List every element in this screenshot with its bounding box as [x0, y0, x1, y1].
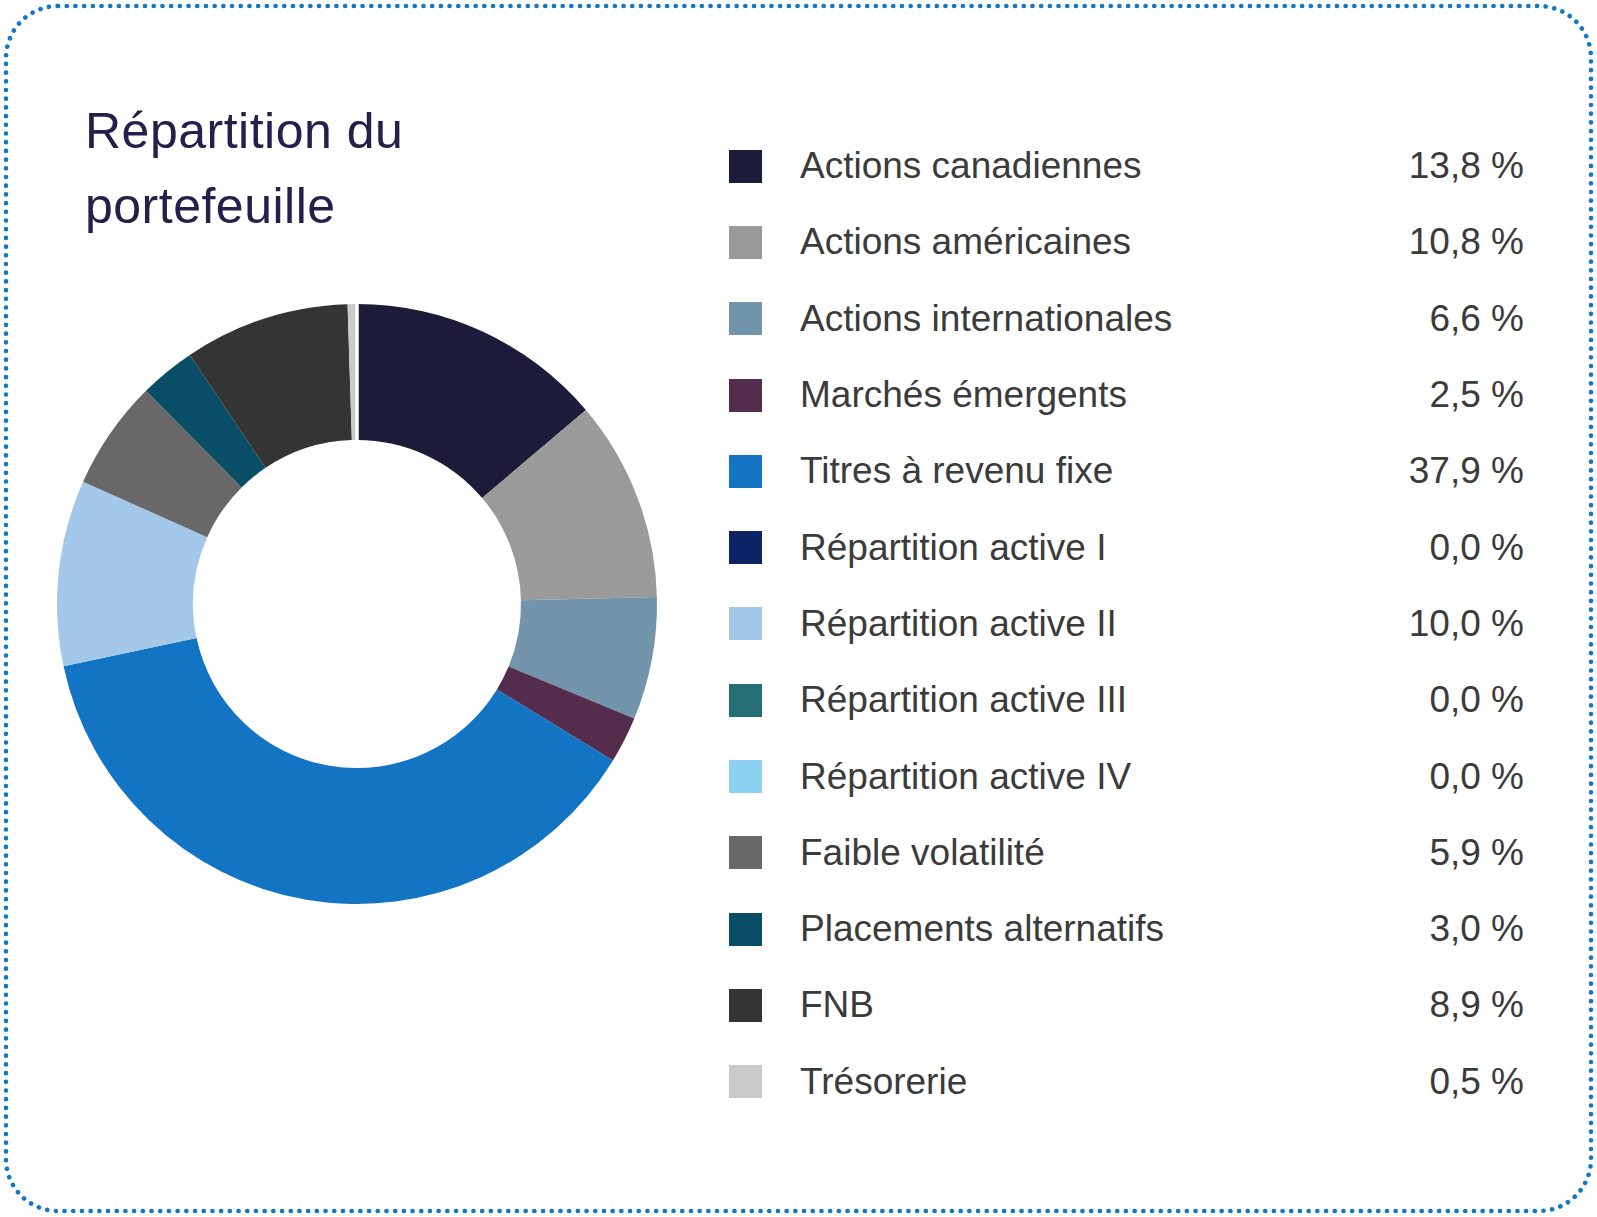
legend-label: Répartition active I [762, 527, 1429, 569]
legend-item: Marchés émergents 2,5 % [729, 357, 1524, 433]
legend-value: 8,9 % [1429, 984, 1524, 1026]
legend-value: 10,0 % [1409, 603, 1524, 645]
legend-value: 6,6 % [1429, 298, 1524, 340]
legend-item: Répartition active IV 0,0 % [729, 738, 1524, 814]
legend-item: Actions américaines 10,8 % [729, 204, 1524, 280]
donut-chart [52, 299, 662, 909]
legend-item: Répartition active I 0,0 % [729, 509, 1524, 585]
legend-value: 5,9 % [1429, 832, 1524, 874]
legend-value: 10,8 % [1409, 221, 1524, 263]
legend-item: Trésorerie 0,5 % [729, 1044, 1524, 1120]
legend-item: Actions internationales 6,6 % [729, 281, 1524, 357]
legend-item: Titres à revenu fixe 37,9 % [729, 433, 1524, 509]
legend-label: Marchés émergents [762, 374, 1429, 416]
legend-value: 0,0 % [1429, 679, 1524, 721]
legend-color-swatch [729, 607, 762, 640]
legend-color-swatch [729, 1065, 762, 1098]
legend-value: 0,0 % [1429, 527, 1524, 569]
legend-item: Répartition active III 0,0 % [729, 662, 1524, 738]
legend-value: 0,0 % [1429, 756, 1524, 798]
legend-value: 37,9 % [1409, 450, 1524, 492]
legend-label: FNB [762, 984, 1429, 1026]
legend-color-swatch [729, 989, 762, 1022]
legend-color-swatch [729, 913, 762, 946]
legend-label: Répartition active II [762, 603, 1409, 645]
legend-item: Actions canadiennes 13,8 % [729, 128, 1524, 204]
legend-color-swatch [729, 302, 762, 335]
legend-color-swatch [729, 531, 762, 564]
legend-color-swatch [729, 684, 762, 717]
legend-color-swatch [729, 836, 762, 869]
legend-label: Placements alternatifs [762, 908, 1429, 950]
page-title: Répartition du portefeuille [85, 94, 525, 244]
legend-value: 13,8 % [1409, 145, 1524, 187]
legend-label: Actions américaines [762, 221, 1409, 263]
legend-value: 0,5 % [1429, 1061, 1524, 1103]
legend-label: Actions canadiennes [762, 145, 1409, 187]
legend-color-swatch [729, 760, 762, 793]
legend-label: Trésorerie [762, 1061, 1429, 1103]
legend-value: 2,5 % [1429, 374, 1524, 416]
legend-label: Titres à revenu fixe [762, 450, 1409, 492]
legend-item: Répartition active II 10,0 % [729, 586, 1524, 662]
legend-color-swatch [729, 379, 762, 412]
legend-item: FNB 8,9 % [729, 967, 1524, 1043]
legend-item: Faible volatilité 5,9 % [729, 815, 1524, 891]
legend-label: Répartition active III [762, 679, 1429, 721]
legend-label: Actions internationales [762, 298, 1429, 340]
legend-color-swatch [729, 226, 762, 259]
legend-label: Répartition active IV [762, 756, 1429, 798]
legend-color-swatch [729, 455, 762, 488]
legend-item: Placements alternatifs 3,0 % [729, 891, 1524, 967]
legend-color-swatch [729, 150, 762, 183]
legend-label: Faible volatilité [762, 832, 1429, 874]
portfolio-allocation-card: Répartition du portefeuille Actions cana… [0, 0, 1597, 1217]
legend-value: 3,0 % [1429, 908, 1524, 950]
legend: Actions canadiennes 13,8 % Actions améri… [729, 128, 1524, 1120]
